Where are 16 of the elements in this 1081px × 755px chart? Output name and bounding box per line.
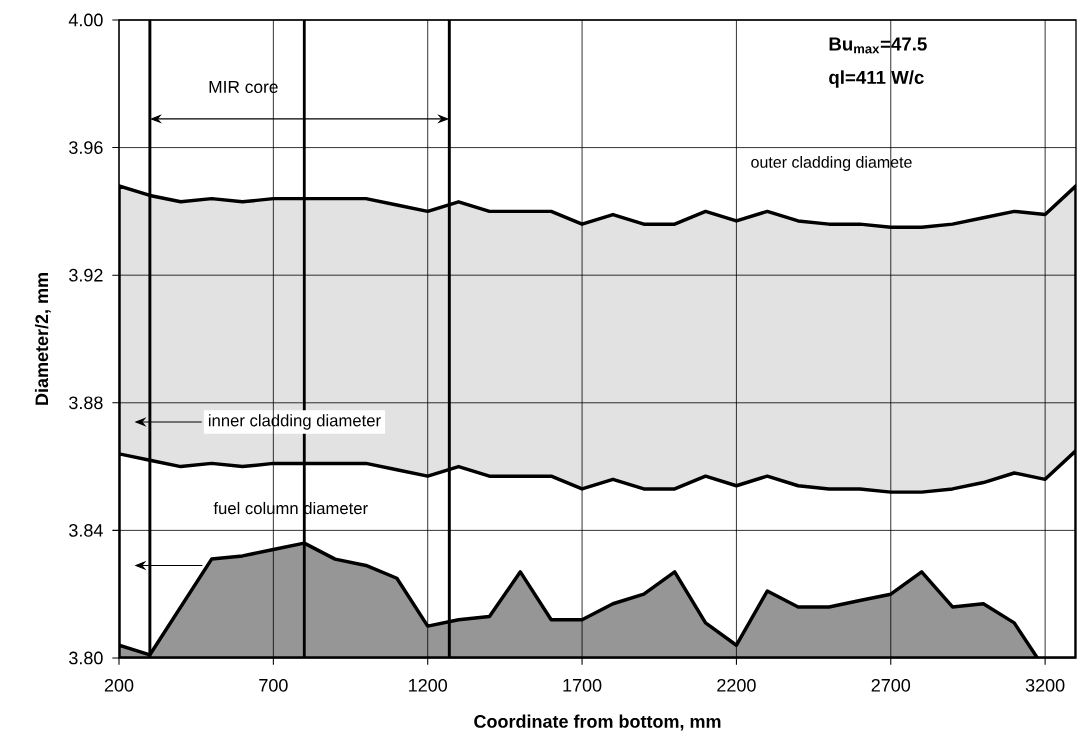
- y-tick-label: 3.92: [69, 268, 103, 282]
- y-tick-label: 3.88: [69, 396, 103, 410]
- x-tick-label: 200: [104, 678, 134, 692]
- x-tick-label: 2700: [871, 678, 911, 692]
- x-tick-label: 700: [259, 678, 288, 692]
- y-tick-label: 3.80: [69, 651, 103, 665]
- y-tick-label: 4.00: [68, 13, 103, 27]
- x-tick-label: 1700: [563, 678, 602, 692]
- x-axis-title: Coordinate from bottom, mm: [474, 714, 721, 731]
- x-tick-label: 2200: [717, 678, 756, 692]
- y-tick-label: 3.84: [69, 524, 103, 537]
- x-tick-label: 1200: [409, 678, 448, 692]
- y-axis-title: Diameter/2, mm: [34, 273, 51, 405]
- x-tick-label: 3200: [1025, 678, 1065, 692]
- y-tick-label: 3.96: [69, 141, 103, 154]
- annotation: ql=411 W/c: [829, 70, 924, 88]
